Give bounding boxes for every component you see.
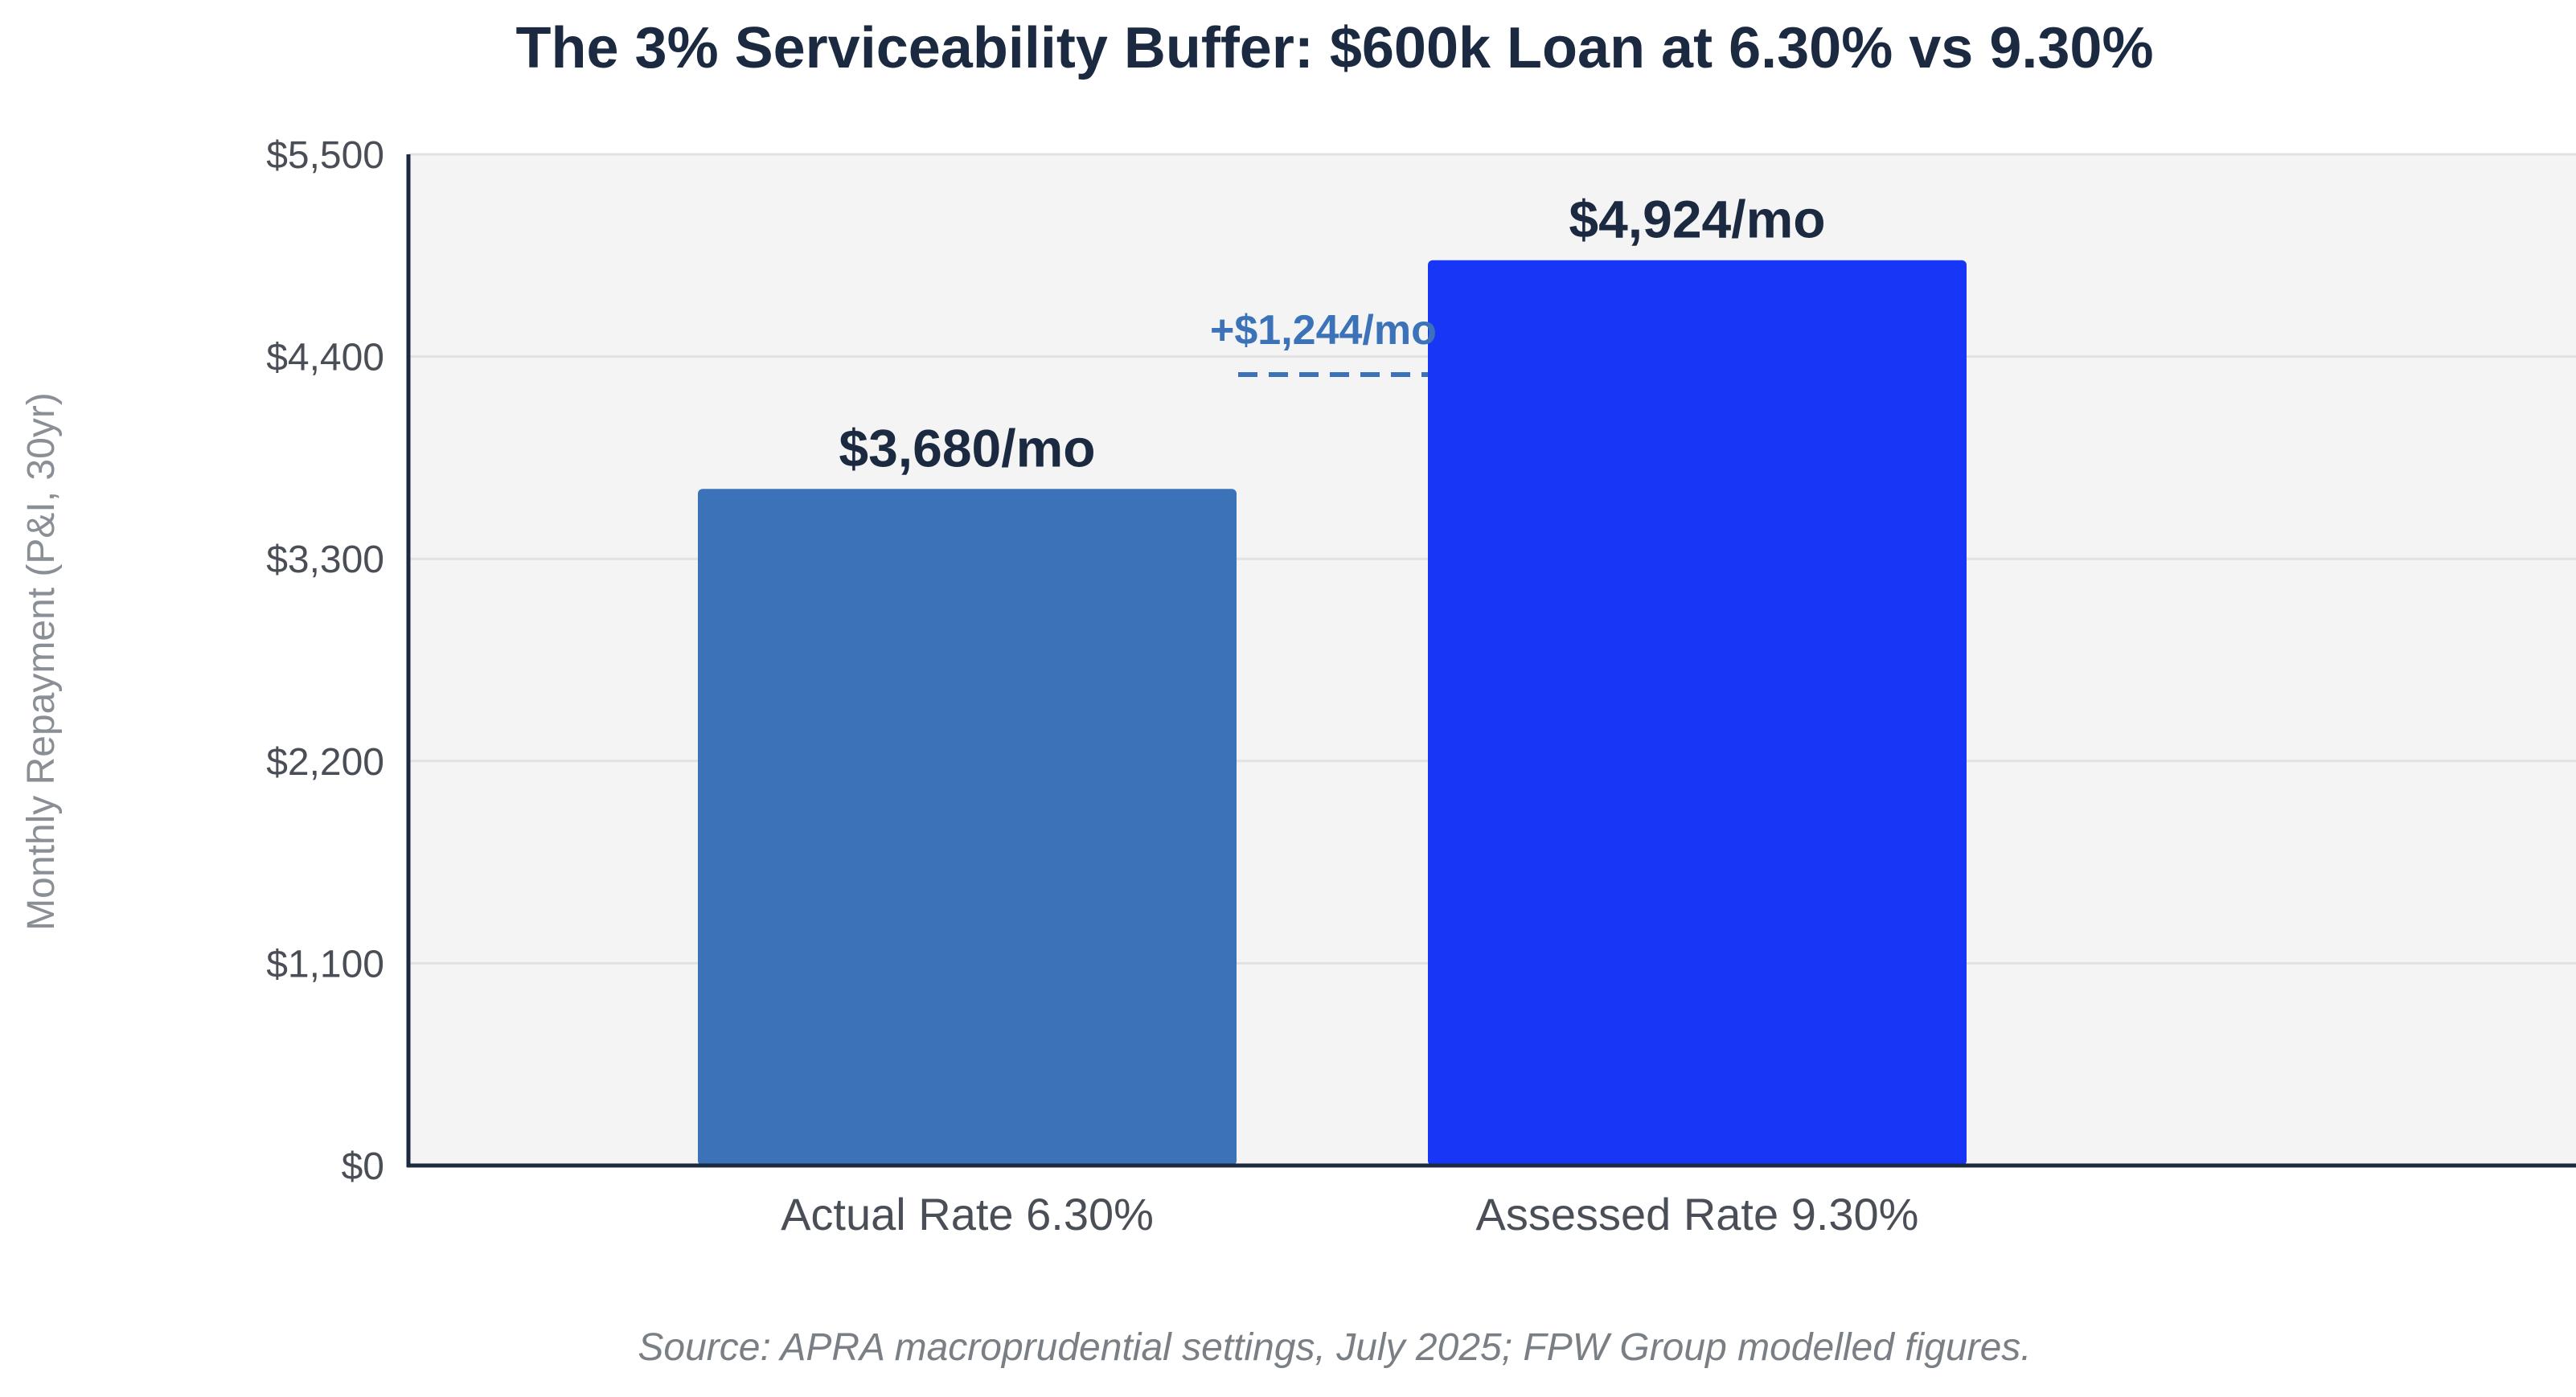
bar xyxy=(1428,260,1967,1166)
y-tick-label: $2,200 xyxy=(266,741,384,784)
y-axis-ticks: $0 $1,100 $2,200 $3,300 $4,400 $5,500 xyxy=(266,134,384,1188)
y-tick-label: $1,100 xyxy=(266,943,384,985)
y-tick-label: $3,300 xyxy=(266,539,384,581)
y-tick-label: $5,500 xyxy=(266,134,384,177)
y-tick-label: $4,400 xyxy=(266,337,384,379)
x-axis-labels: Actual Rate 6.30% Assessed Rate 9.30% xyxy=(781,1189,1918,1239)
bar xyxy=(698,489,1237,1166)
data-label: $4,924/mo xyxy=(1569,190,1825,249)
x-tick-label: Actual Rate 6.30% xyxy=(781,1189,1154,1239)
data-label: $3,680/mo xyxy=(839,418,1095,477)
difference-label: +$1,244/mo xyxy=(1210,307,1437,354)
difference-annotation: +$1,244/mo xyxy=(1210,307,1437,377)
bars: $3,680/mo $4,924/mo xyxy=(698,190,1967,1166)
y-axis-label: Monthly Repayment (P&I, 30yr) xyxy=(20,392,63,931)
x-tick-label: Assessed Rate 9.30% xyxy=(1476,1189,1919,1239)
chart-title: The 3% Serviceability Buffer: $600k Loan… xyxy=(516,16,2154,80)
source-note: Source: APRA macroprudential settings, J… xyxy=(638,1326,2031,1369)
y-tick-label: $0 xyxy=(342,1145,384,1188)
